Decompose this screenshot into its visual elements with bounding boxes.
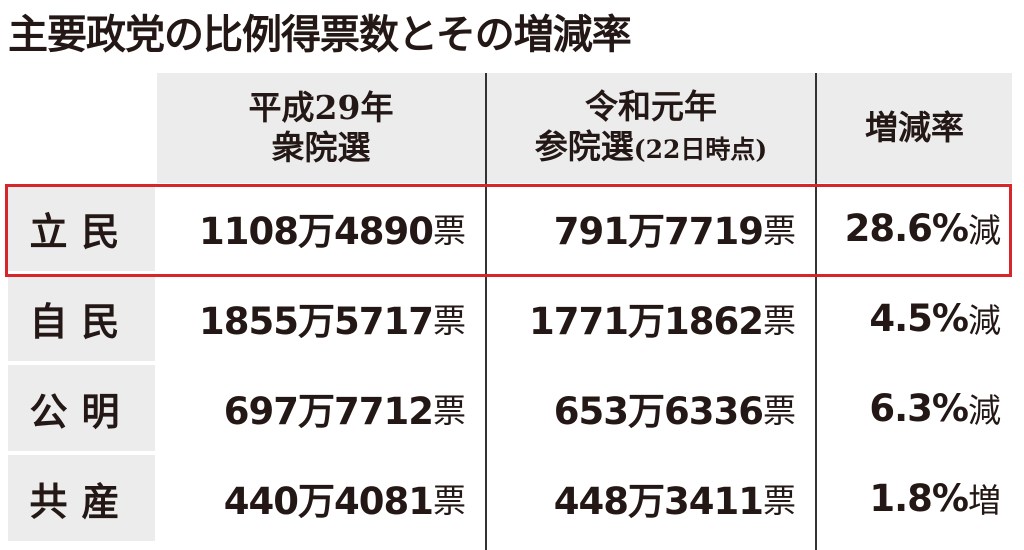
row-votes-2019-value: 653万6336 <box>553 390 764 433</box>
row-party-label: 公明 <box>8 365 155 451</box>
chart-title: 主要政党の比例得票数とその増減率 <box>8 12 632 58</box>
header-2017: 平成29年 衆院選 <box>157 73 485 183</box>
row-votes-2017-unit: 票 <box>433 391 466 430</box>
row-votes-2017-unit: 票 <box>433 481 466 520</box>
header-2017-line2: 衆院選 <box>271 128 371 167</box>
divider <box>815 73 817 550</box>
row-separator <box>8 361 155 365</box>
row-rate-unit: 減 <box>968 301 1001 340</box>
divider <box>155 73 157 550</box>
row-votes-2019: 448万3411 票 <box>487 455 815 541</box>
row-votes-2017-unit: 票 <box>433 211 466 250</box>
row-votes-2017-value: 1855万5717 <box>199 300 434 343</box>
row-votes-2019-unit: 票 <box>763 301 796 340</box>
header-2019-line2: 参院選 <box>534 126 634 166</box>
row-votes-2017: 1108万4890 票 <box>157 185 485 271</box>
row-separator <box>8 271 155 275</box>
row-votes-2019-value: 448万3411 <box>553 480 764 523</box>
row-rate-value: 6.3% <box>869 386 969 430</box>
row-votes-2019-unit: 票 <box>763 211 796 250</box>
row-party-label: 共産 <box>8 455 155 541</box>
header-2019-line1: 令和元年 <box>584 86 717 126</box>
row-votes-2019: 653万6336 票 <box>487 365 815 451</box>
header-rate-label: 増減率 <box>865 108 964 147</box>
row-rate-unit: 減 <box>968 391 1001 430</box>
row-rate-value: 4.5% <box>869 296 969 340</box>
row-rate: 6.3% 減 <box>817 365 1012 451</box>
header-2019-note: (22日時点) <box>633 134 768 164</box>
row-rate-unit: 増 <box>968 481 1001 520</box>
row-votes-2017: 440万4081 票 <box>157 455 485 541</box>
row-rate: 28.6% 減 <box>817 185 1012 271</box>
header-2019: 令和元年 参院選(22日時点) <box>487 73 815 183</box>
row-votes-2019: 791万7719 票 <box>487 185 815 271</box>
row-rate-value: 1.8% <box>869 476 969 520</box>
row-votes-2017-value: 440万4081 <box>223 480 434 523</box>
highlight-box <box>5 184 1012 277</box>
row-rate: 1.8% 増 <box>817 455 1012 541</box>
row-party-label-value: 自民 <box>29 299 134 344</box>
row-party-label-value: 立民 <box>29 209 134 254</box>
row-votes-2019-unit: 票 <box>763 391 796 430</box>
row-votes-2019-unit: 票 <box>763 481 796 520</box>
row-votes-2017-value: 1108万4890 <box>199 210 434 253</box>
header-2017-line1: 平成29年 <box>248 88 394 127</box>
row-party-label-value: 共産 <box>29 479 134 524</box>
row-votes-2017: 697万7712 票 <box>157 365 485 451</box>
row-votes-2019-value: 791万7719 <box>553 210 764 253</box>
row-rate-value: 28.6% <box>844 206 969 250</box>
row-party-label-value: 公明 <box>29 389 134 434</box>
divider <box>485 73 487 550</box>
row-votes-2017: 1855万5717 票 <box>157 275 485 361</box>
row-separator <box>8 451 155 455</box>
row-rate: 4.5% 減 <box>817 275 1012 361</box>
header-rate: 増減率 <box>817 73 1012 183</box>
row-party-label: 自民 <box>8 275 155 361</box>
row-votes-2019: 1771万1862 票 <box>487 275 815 361</box>
row-votes-2017-unit: 票 <box>433 301 466 340</box>
row-rate-unit: 減 <box>968 211 1001 250</box>
row-votes-2017-value: 697万7712 <box>223 390 434 433</box>
row-votes-2019-value: 1771万1862 <box>529 300 764 343</box>
row-party-label: 立民 <box>8 185 155 271</box>
